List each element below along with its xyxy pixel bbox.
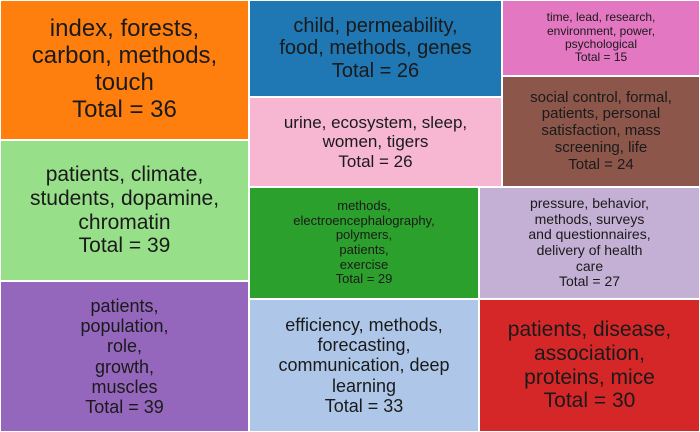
tile-total-label: Total = 15 [574,50,628,65]
treemap-tile: patients, population, role, growth, muscles T… [0,281,249,432]
tile-terms-label: patients, disease, association, proteins, … [507,318,672,389]
treemap-tile: methods, electroencephalography, polymers,… [249,187,479,299]
tile-total-label: Total = 26 [338,151,413,171]
treemap-tile: time, lead, research, environment, power,… [502,0,700,76]
tile-total-label: Total = 36 [72,95,177,123]
treemap-tile: patients, disease, association, proteins, … [479,299,700,432]
tile-terms-label: urine, ecosystem, sleep, women, tigers [283,113,468,152]
tile-total-label: Total = 33 [324,395,404,416]
tile-terms-label: time, lead, research, environment, power,… [546,10,656,51]
treemap-tile: urine, ecosystem, sleep, women, tigers Tot… [249,97,502,187]
tile-total-label: Total = 30 [543,389,636,413]
tile-total-label: Total = 29 [335,271,393,287]
tile-total-label: Total = 39 [85,396,164,417]
treemap-tile: social control, formal, patients, persona… [502,76,700,187]
treemap-tile: efficiency, methods, forecasting, communic… [249,299,479,432]
treemap-tile: child, permeability, food, methods, genes… [249,0,502,97]
tile-terms-label: methods, electroencephalography, polymers,… [293,198,435,272]
tile-total-label: Total = 27 [558,273,621,290]
tile-terms-label: pressure, behavior, methods, surveys and q… [528,194,651,274]
treemap-tile: pressure, behavior, methods, surveys and q… [479,187,700,299]
tile-terms-label: efficiency, methods, forecasting, communic… [278,315,450,396]
tile-terms-label: patients, climate, students, dopamine, chr… [29,163,220,234]
treemap-tile: index, forests, carbon, methods, touch Tota… [0,0,249,140]
tile-total-label: Total = 26 [331,59,420,82]
tile-total-label: Total = 39 [78,234,171,258]
tile-terms-label: social control, formal, patients, persona… [530,88,672,156]
tile-terms-label: patients, population, role, growth, muscles [80,296,169,397]
tile-terms-label: child, permeability, food, methods, genes [279,14,472,60]
tile-total-label: Total = 24 [568,155,634,173]
tile-terms-label: index, forests, carbon, methods, touch [31,15,218,96]
treemap-tile: patients, climate, students, dopamine, chr… [0,140,249,281]
